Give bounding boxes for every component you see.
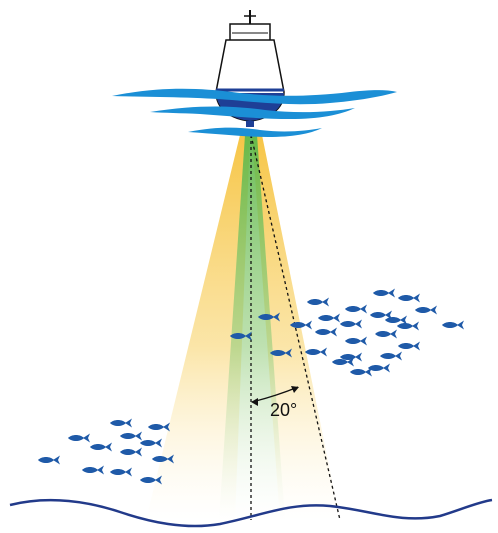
fish-icon [315,327,337,337]
fish-icon [345,304,367,314]
fish-icon [397,321,419,331]
beam-angle-label: 20° [270,400,298,420]
angle-arrow-left [251,398,258,406]
fish-icon [110,418,132,428]
fish-icon [148,422,170,432]
vertical-beam [219,135,285,520]
fish-icon [375,329,397,339]
fish-icon [68,433,90,443]
fish-icon [398,293,420,303]
sea-surface-waves [112,88,397,137]
wave-3 [188,127,322,137]
fish-icon [307,297,329,307]
fish-icon [38,455,60,465]
fish-icon [305,347,327,357]
fish-icon [345,336,367,346]
wave-2 [150,106,355,119]
wave-1 [112,88,397,105]
angle-arrow-right [291,386,299,393]
fish-icon [442,320,464,330]
fish-icon [340,319,362,329]
fish-icon [415,305,437,315]
fish-icon [380,351,402,361]
fish-icon [373,288,395,298]
fish-icon [140,438,162,448]
fish-icon [398,341,420,351]
seabed-line [9,498,493,528]
fish-icon [350,367,372,377]
fish-icon [82,465,104,475]
fish-icon [90,442,112,452]
fish-icon [120,431,142,441]
sonar-beams [146,134,341,521]
left-tilted-beam [146,135,250,520]
fish-icon [110,467,132,477]
transducer [246,121,254,127]
fish-icon [120,447,142,457]
fish-icon [318,313,340,323]
